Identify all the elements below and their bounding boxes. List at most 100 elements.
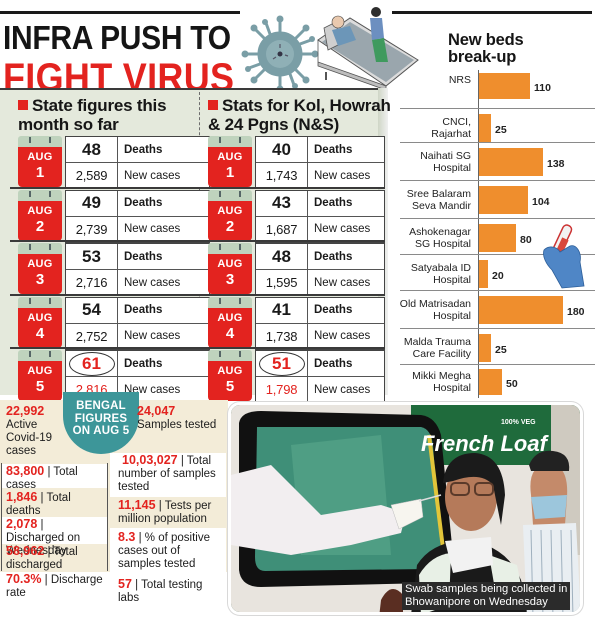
bar-label-line: Rajarhat	[431, 128, 471, 140]
calendar-date-icon: AUG 3	[18, 243, 62, 295]
calendar-rings	[208, 189, 252, 201]
stat-tests-per-million: 11,145 | Tests per million population	[110, 498, 226, 527]
calendar-rings	[18, 189, 62, 201]
bar-label-line: Hospital	[433, 310, 471, 322]
bar-value: 138	[547, 158, 565, 170]
day-row: AUG 1 48 Deaths 2,589 New cases	[18, 136, 210, 189]
new-cases-value: 2,716	[66, 270, 118, 295]
calendar-month: AUG	[27, 204, 53, 217]
new-cases-label: New cases	[314, 330, 371, 342]
calendar-day: 1	[35, 164, 45, 181]
bar-row: Mikki Megha Hospital 50	[395, 366, 595, 398]
caption-line1: Swab samples being collected in	[405, 583, 568, 595]
calendar-rings	[18, 243, 62, 254]
stat-testing-labs: 57 | Total testing labs	[110, 577, 226, 606]
calendar-rings	[208, 296, 252, 308]
calendar-day: 5	[35, 378, 45, 395]
bar-separator	[400, 180, 595, 181]
deaths-value: 48	[256, 244, 308, 270]
bengal-figures-badge: BENGAL FIGURES ON AUG 5	[63, 392, 139, 454]
calendar-day: 2	[225, 217, 235, 235]
new-cases-label: New cases	[314, 276, 371, 289]
new-cases-label: New cases	[124, 330, 181, 342]
deaths-value: 40	[256, 137, 308, 163]
deaths-label: Deaths	[118, 137, 209, 163]
bar	[479, 260, 488, 288]
stat-label: | Discharged on Wednesday	[6, 519, 81, 557]
bar-label: Mikki Megha Hospital	[412, 370, 471, 395]
deaths-label: Deaths	[308, 351, 384, 377]
bar-label-line: Care Facility	[412, 348, 471, 360]
bar-value: 25	[495, 124, 507, 136]
bar-row: Ashokenagar SG Hospital 80	[395, 220, 595, 256]
bar-separator	[400, 218, 595, 219]
chart-title: New beds break-up	[448, 31, 524, 66]
bar-value: 50	[506, 378, 518, 390]
state-title-line1: State figures this	[32, 96, 167, 115]
red-square-bullet-icon	[208, 100, 218, 110]
kol-title-line2: & 24 Pgns (N&S)	[208, 115, 340, 134]
stat-label: | Total cases	[6, 466, 78, 491]
day-figures-table: 53 Deaths 2,716 New cases	[65, 243, 210, 296]
caption-line2: Bhowanipore on Wednesday	[405, 596, 548, 608]
day-row: AUG 5 61 Deaths 2,816 New cases	[10, 347, 210, 403]
day-figures-table: 51 Deaths 1,798 New cases	[255, 350, 385, 403]
gloved-hand-test-tube-icon	[543, 224, 585, 289]
stat-total-samples: 10,03,027 | Total number of samples test…	[110, 453, 226, 497]
swab-collection-photo: French Loaf 100% VEG	[228, 402, 583, 615]
bar-row: CNCI, Rajarhat 25	[395, 110, 595, 146]
top-rule-right	[392, 11, 592, 14]
row-separator	[10, 240, 210, 242]
row-separator	[10, 347, 210, 349]
calendar-rings	[208, 350, 252, 361]
deaths-value: 53	[66, 244, 118, 270]
stat-label: Active Covid-19 cases	[6, 419, 53, 457]
stat-total-deaths: 1,846 | Total deaths	[2, 490, 107, 519]
row-separator	[10, 293, 210, 296]
stat-value: 11,145	[118, 498, 156, 512]
stat-discharged-wednesday: 2,078 | Discharged on Wednesday	[2, 517, 107, 557]
bar-row: Naihati SG Hospital 138	[395, 144, 595, 180]
new-cases-label: New cases	[124, 223, 181, 235]
bar-label-line: SG Hospital	[414, 238, 471, 250]
highlight-circle	[259, 352, 305, 376]
bar	[479, 148, 543, 176]
calendar-rings	[208, 136, 252, 147]
stat-positivity: 8.3 | % of positive cases out of samples…	[110, 528, 226, 574]
bar	[479, 224, 516, 252]
bar-row: Sree Balaram Seva Mandir 104	[395, 182, 595, 218]
calendar-date-icon: AUG 1	[208, 136, 252, 188]
deaths-value: 41	[256, 297, 308, 324]
stat-label: | Total deaths	[6, 492, 71, 517]
bar-label: Malda Trauma Care Facility	[404, 336, 471, 361]
photo-caption: Swab samples being collected in Bhowanip…	[402, 582, 571, 610]
bar-row: NRS 110	[395, 70, 595, 102]
calendar-rings	[18, 296, 62, 308]
day-figures-table: 40 Deaths 1,743 New cases	[255, 136, 385, 189]
badge-line3: ON AUG 5	[72, 425, 130, 437]
row-separator	[200, 347, 385, 349]
day-row: AUG 1 40 Deaths 1,743 New cases	[208, 136, 385, 189]
deaths-label: Deaths	[118, 191, 209, 217]
stat-total-discharged: 58,962 | Total discharged	[2, 545, 107, 572]
calendar-rings	[208, 243, 252, 254]
bar-label: Sree Balaram Seva Mandir	[407, 188, 471, 213]
kol-section-title: Stats for Kol, Howrah & 24 Pgns (N&S)	[208, 96, 391, 134]
bar-separator	[400, 290, 595, 291]
stat-samples-tested: 24,047 Samples tested	[137, 405, 217, 432]
calendar-day: 3	[35, 271, 45, 288]
row-separator	[200, 293, 385, 296]
bar-label-line: Naihati SG	[420, 149, 471, 162]
bar-value: 80	[520, 234, 532, 246]
bar-label-line: Seva Mandir	[412, 200, 471, 212]
stat-value: 22,992	[6, 404, 45, 418]
deaths-value: 43	[256, 190, 308, 217]
deaths-label: Deaths	[308, 137, 384, 163]
stat-value: 83,800	[6, 464, 45, 478]
calendar-rings	[18, 350, 62, 361]
chart-title-line1: New beds	[448, 31, 524, 49]
bar-row: Malda Trauma Care Facility 25	[395, 330, 595, 366]
stat-value: 2,078	[6, 517, 38, 531]
state-section-title: State figures this month so far	[18, 96, 167, 134]
new-cases-value: 2,739	[66, 216, 118, 242]
